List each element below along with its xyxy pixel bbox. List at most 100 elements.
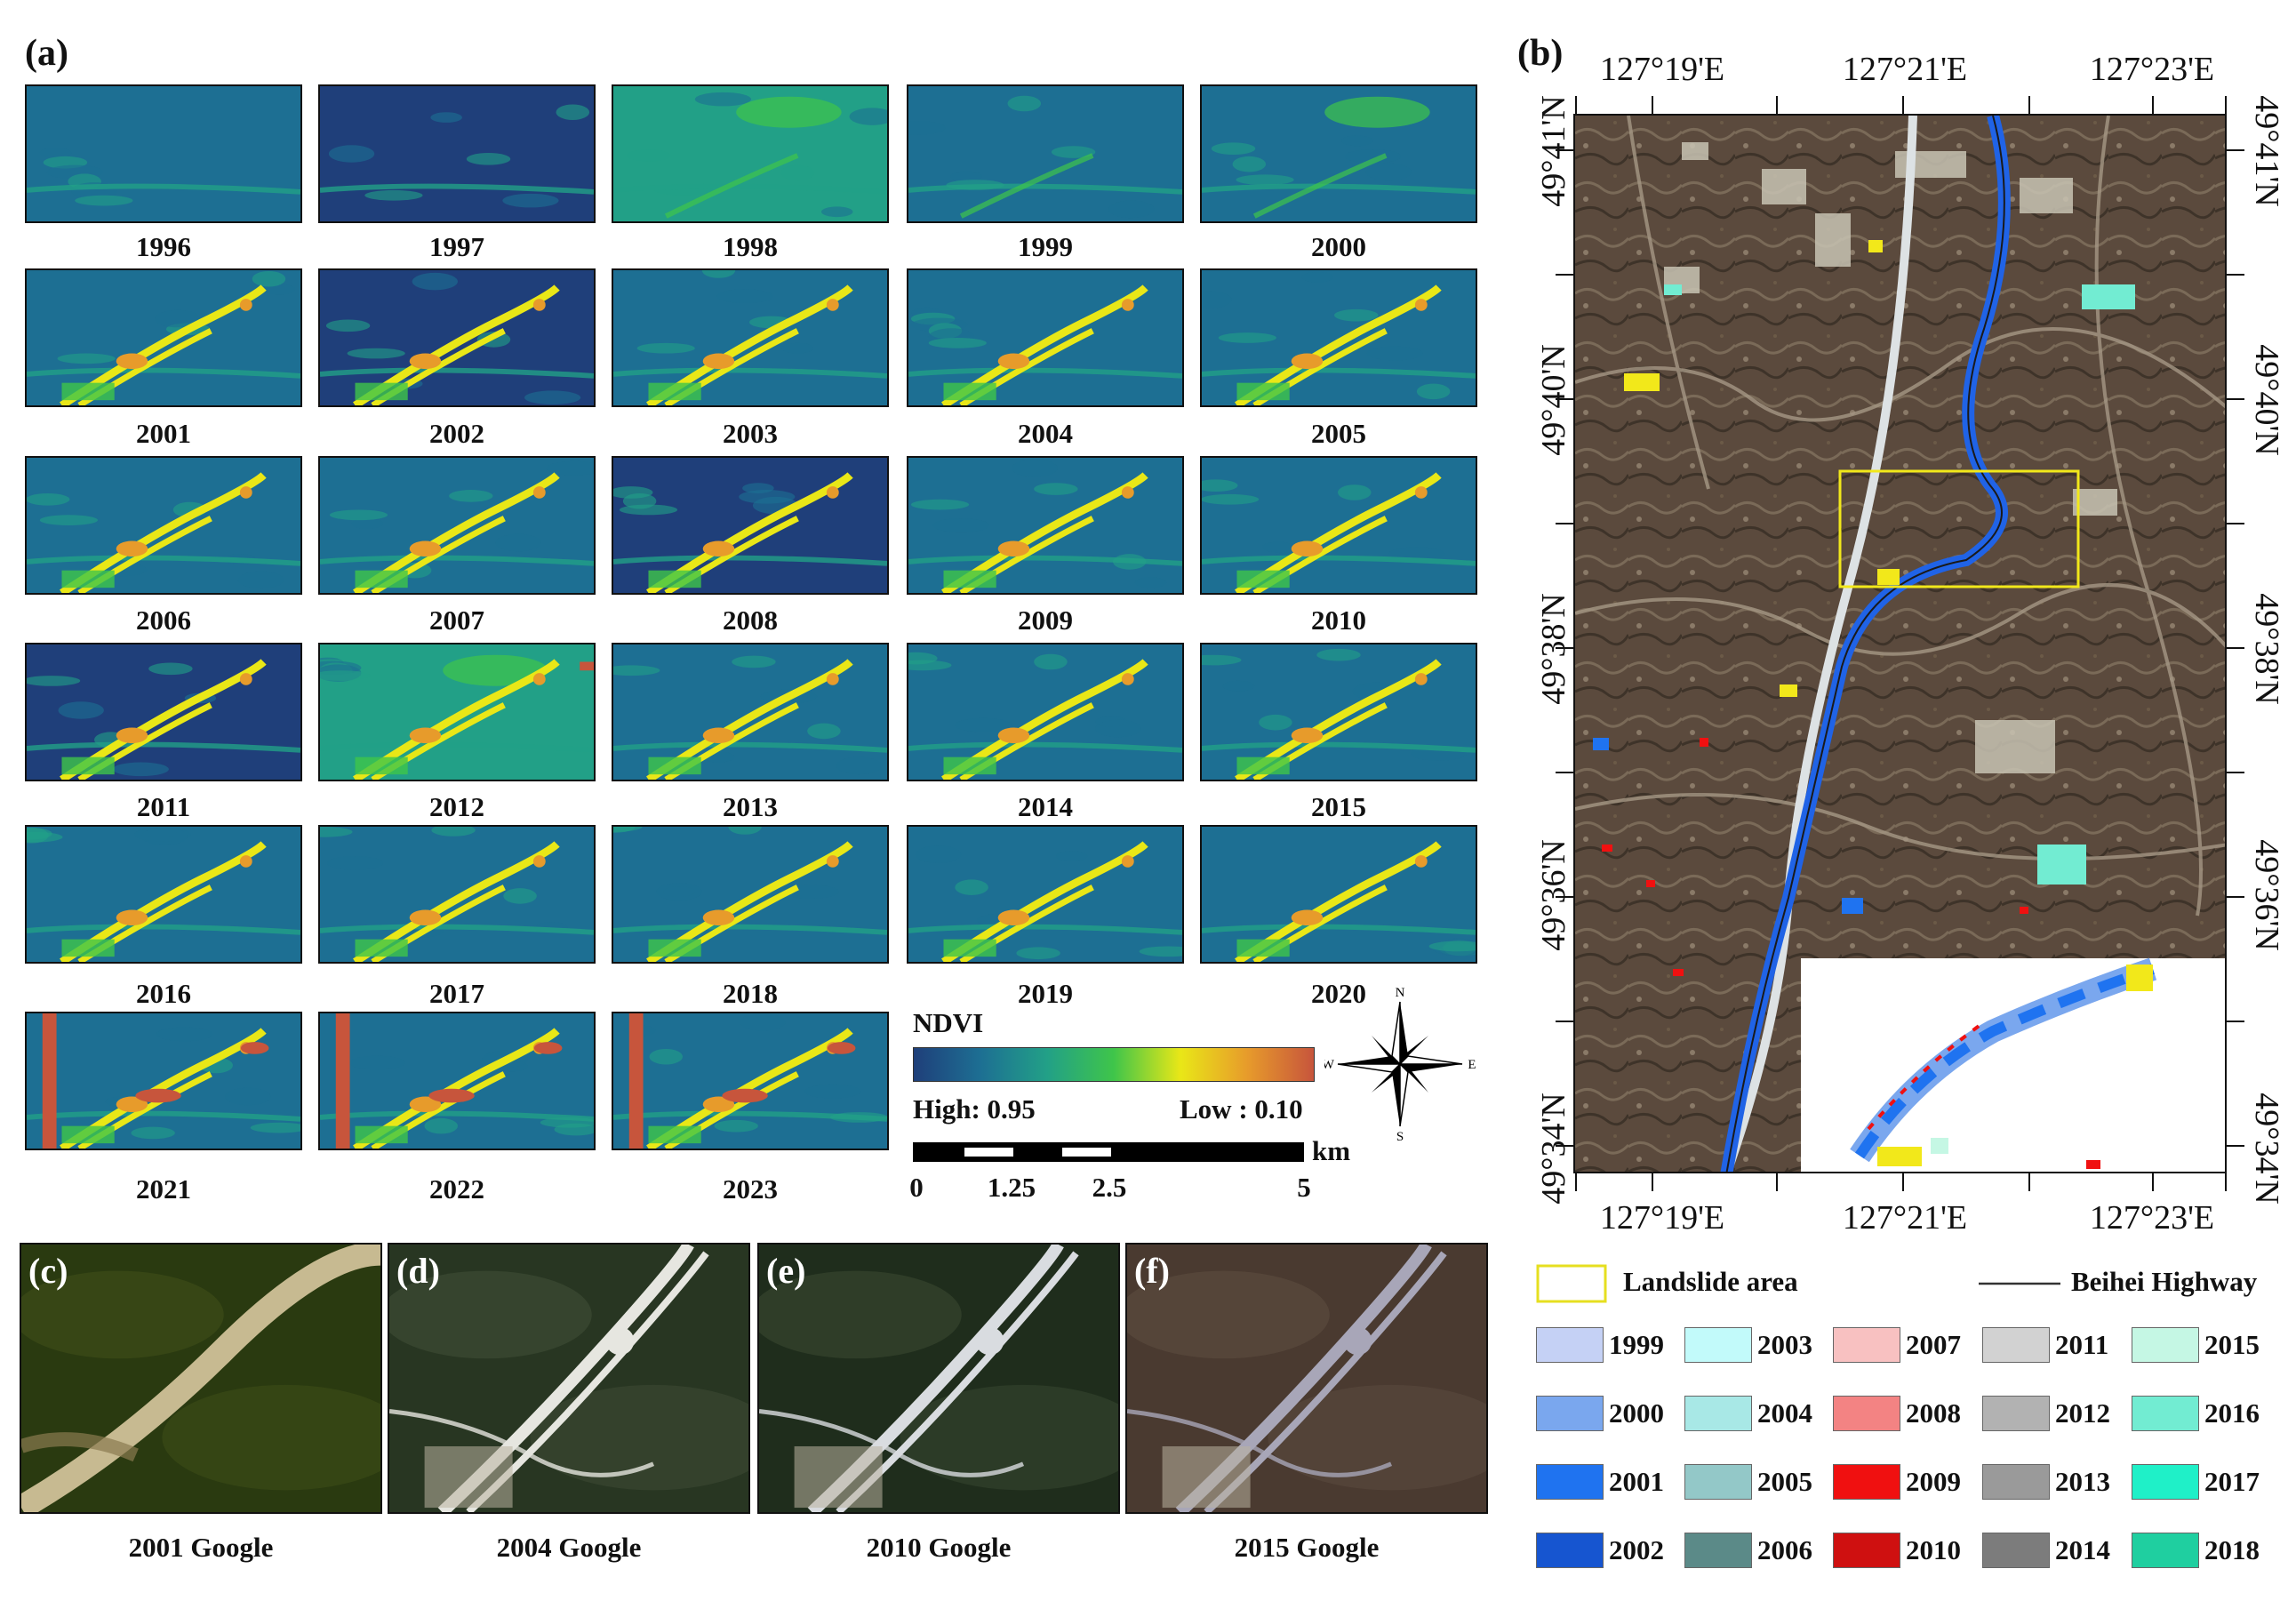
google-image-d: (d): [388, 1243, 750, 1514]
legend-item: 2016: [2132, 1396, 2296, 1433]
legend-item: 2011: [1982, 1327, 2160, 1365]
google-image-f: (f): [1125, 1243, 1488, 1514]
ndvi-year-label: 1996: [136, 231, 191, 262]
lat-label-left: 49°38'N: [1535, 593, 1572, 705]
lon-label-top-2: 127°21'E: [1842, 51, 1968, 88]
ndvi-tile: [318, 825, 596, 964]
panel-b-label: (b): [1517, 33, 1564, 74]
google-image-c: (c): [20, 1243, 382, 1514]
lat-label-left: 49°34'N: [1535, 1093, 1572, 1205]
legend-swatch: [1536, 1327, 1604, 1363]
panel-a-label: (a): [25, 33, 68, 74]
legend-swatch: [2132, 1327, 2199, 1363]
ndvi-tile: [25, 456, 302, 595]
ndvi-tile: [907, 456, 1184, 595]
ndvi-tile: [318, 643, 596, 781]
lat-label-right: 49°34'N: [2248, 1093, 2285, 1205]
ndvi-year-label: 2016: [136, 978, 191, 1009]
ndvi-tile: [612, 84, 889, 223]
scale-tick-3: 5: [1297, 1172, 1311, 1203]
legend-year-label: 2006: [1757, 1534, 1812, 1565]
legend-year-label: 2012: [2055, 1397, 2110, 1429]
ndvi-year-label: 2006: [136, 604, 191, 636]
legend-swatch: [1982, 1327, 2050, 1363]
legend-year-label: 2018: [2204, 1534, 2260, 1565]
ndvi-tile: [25, 825, 302, 964]
ndvi-year-label: 2023: [723, 1173, 778, 1205]
legend-swatch: [1536, 1533, 1604, 1568]
ndvi-tile: [1200, 643, 1477, 781]
panel-c-label: (c): [28, 1251, 68, 1291]
ndvi-year-label: 2019: [1018, 978, 1073, 1009]
landslide-area-label: Landslide area: [1623, 1266, 1798, 1297]
ndvi-tile: [907, 84, 1184, 223]
ndvi-year-label: 2018: [723, 978, 778, 1009]
legend-swatch: [1982, 1533, 2050, 1568]
ndvi-tile: [1200, 825, 1477, 964]
ndvi-year-label: 2004: [1018, 418, 1073, 449]
ndvi-year-label: 2015: [1311, 791, 1366, 822]
legend-year-label: 2015: [2204, 1329, 2260, 1360]
legend-swatch: [2132, 1533, 2199, 1568]
ndvi-year-label: 1997: [429, 231, 484, 262]
google-image-caption: 2010 Google: [866, 1532, 1012, 1563]
landslide-area-swatch: [1536, 1264, 1607, 1303]
ndvi-tile: [1200, 456, 1477, 595]
ndvi-tile: [1200, 84, 1477, 223]
ndvi-year-label: 2020: [1311, 978, 1366, 1009]
lat-label-right: 49°40'N: [2248, 344, 2285, 456]
legend-item: 2002: [1536, 1533, 1714, 1570]
lat-label-right: 49°38'N: [2248, 593, 2285, 705]
legend-swatch: [1982, 1464, 2050, 1500]
ndvi-colorbar: [913, 1047, 1315, 1082]
ndvi-year-label: 2010: [1311, 604, 1366, 636]
google-image-caption: 2001 Google: [128, 1532, 274, 1563]
lon-label-bottom-1: 127°19'E: [1599, 1199, 1725, 1237]
legend-year-label: 2005: [1757, 1466, 1812, 1497]
legend-item: 2017: [2132, 1464, 2296, 1501]
legend-year-label: 2000: [1609, 1397, 1664, 1429]
ndvi-year-label: 2009: [1018, 604, 1073, 636]
legend-year-label: 2014: [2055, 1534, 2110, 1565]
ndvi-tile: [907, 268, 1184, 407]
ndvi-high-label: High: 0.95: [913, 1093, 1036, 1125]
ndvi-year-label: 2012: [429, 791, 484, 822]
legend-item: 2004: [1684, 1396, 1862, 1433]
legend-swatch: [1684, 1327, 1752, 1363]
ndvi-tile: [907, 643, 1184, 781]
ndvi-year-label: 2013: [723, 791, 778, 822]
highway-line-swatch: [1979, 1282, 2060, 1285]
legend-year-label: 2009: [1906, 1466, 1961, 1497]
panel-f-label: (f): [1134, 1251, 1170, 1291]
legend-swatch: [1684, 1533, 1752, 1568]
lon-label-top-1: 127°19'E: [1599, 51, 1725, 88]
ndvi-tile: [318, 268, 596, 407]
legend-item: 2013: [1982, 1464, 2160, 1501]
legend-swatch: [1833, 1464, 1900, 1500]
ndvi-tile: [318, 84, 596, 223]
landslide-map: [1573, 114, 2227, 1173]
legend-year-label: 2013: [2055, 1466, 2110, 1497]
ndvi-year-label: 1999: [1018, 231, 1073, 262]
legend-swatch: [1982, 1396, 2050, 1431]
ndvi-tile: [318, 456, 596, 595]
panel-d-label: (d): [396, 1251, 440, 1291]
compass-e: E: [1468, 1058, 1476, 1072]
legend-item: 2007: [1833, 1327, 2011, 1365]
legend-item: 1999: [1536, 1327, 1714, 1365]
legend-item: 2014: [1982, 1533, 2160, 1570]
legend-year-label: 2007: [1906, 1329, 1961, 1360]
lat-label-right: 49°36'N: [2248, 839, 2285, 951]
ndvi-year-label: 2014: [1018, 791, 1073, 822]
google-image-caption: 2015 Google: [1234, 1532, 1380, 1563]
legend-year-label: 1999: [1609, 1329, 1664, 1360]
scale-tick-0: 0: [909, 1172, 924, 1203]
ndvi-tile: [612, 825, 889, 964]
lat-label-right: 49°41'N: [2248, 95, 2285, 207]
ndvi-tile: [612, 268, 889, 407]
ndvi-tile: [25, 268, 302, 407]
ndvi-tile: [612, 643, 889, 781]
legend-swatch: [1684, 1464, 1752, 1500]
legend-year-label: 2003: [1757, 1329, 1812, 1360]
legend-item: 2000: [1536, 1396, 1714, 1433]
